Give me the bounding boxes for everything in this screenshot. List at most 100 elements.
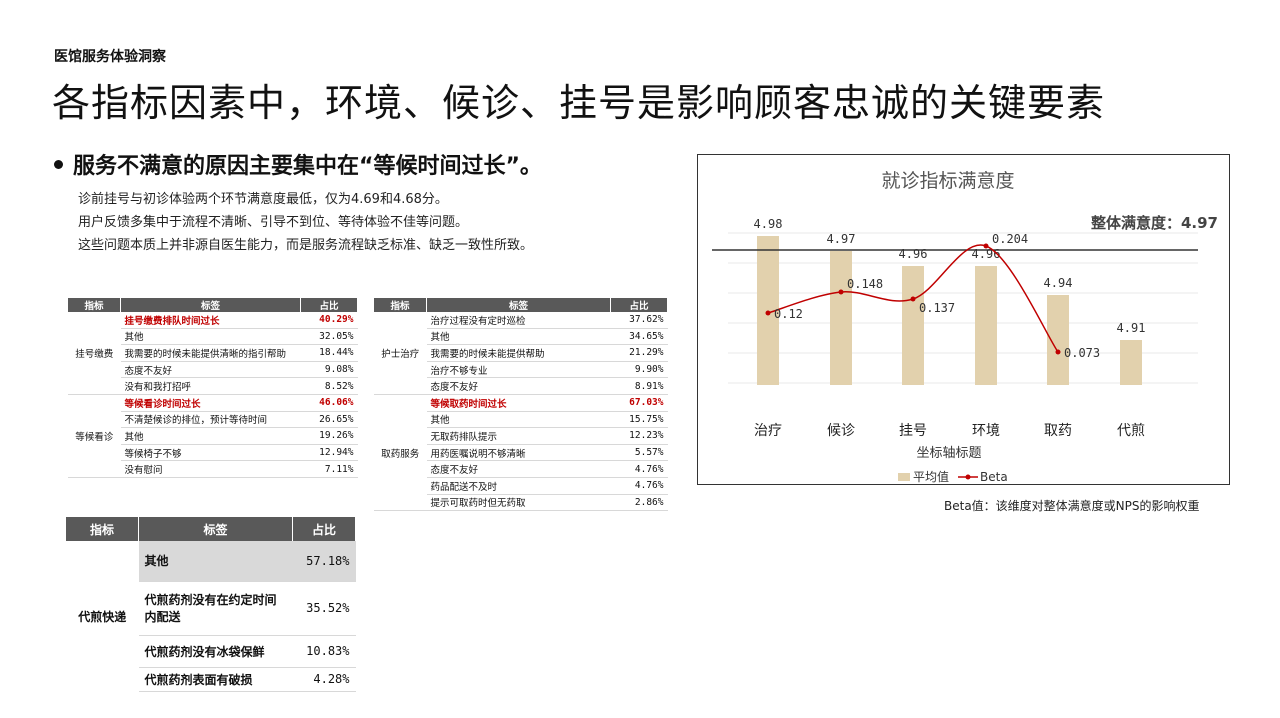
table-row: 其他 34.65%: [374, 328, 668, 346]
table-row: 没有慰问 7.11%: [68, 460, 358, 478]
indicator-cell: 护士治疗: [374, 312, 427, 395]
table-row: 无取药排队提示 12.23%: [374, 427, 668, 445]
label-cell: 态度不友好: [426, 377, 611, 395]
bullet-dot-icon: [54, 159, 63, 169]
beta-point: [910, 296, 916, 302]
table-row: 药品配送不及时 4.76%: [374, 477, 668, 495]
table-row: 其他 19.26%: [68, 427, 358, 445]
label-cell: 治疗过程没有定时巡检: [426, 312, 611, 329]
label-cell: 其他: [120, 328, 301, 346]
label-cell: 提示可取药时但无药取: [426, 494, 611, 512]
category-tick-label: 环境: [972, 423, 1000, 439]
share-cell: 4.76%: [610, 460, 668, 478]
table-header-row: 指标 标签 占比: [374, 298, 668, 312]
table-header-row: 指标 标签 占比: [66, 517, 356, 541]
dissatisfaction-table-1: 指标 标签 占比挂号缴费 挂号缴费排队时间过长 40.29% 其他 32.05% 我需要的时候…: [68, 298, 358, 478]
table-row: 不清楚候诊的排位，预计等待时间 26.65%: [68, 411, 358, 429]
label-cell: 药品配送不及时: [426, 477, 611, 495]
label-cell: 治疗不够专业: [426, 361, 611, 379]
label-cell: 等候椅子不够: [120, 444, 301, 462]
share-cell: 4.76%: [610, 477, 668, 495]
beta-value-label: 0.073: [1064, 346, 1100, 360]
bar-value-label: 4.94: [1044, 276, 1073, 290]
indicator-cell: 取药服务: [374, 394, 427, 512]
label-cell: 其他: [426, 411, 611, 429]
table-row: 态度不友好 9.08%: [68, 361, 358, 379]
category-tick-label: 代煎: [1117, 423, 1145, 439]
label-cell: 其他: [138, 541, 293, 582]
header-label: 标签: [138, 517, 293, 541]
share-cell: 7.11%: [300, 460, 358, 478]
share-cell: 12.94%: [300, 444, 358, 462]
table-row: 其他 15.75%: [374, 411, 668, 429]
table-row: 用药医嘱说明不够清晰 5.57%: [374, 444, 668, 462]
table-row: 没有和我打招呼 8.52%: [68, 377, 358, 395]
section-kicker: 医馆服务体验洞察: [54, 49, 166, 65]
bar-value-label: 4.98: [754, 217, 783, 231]
label-cell: 等候看诊时间过长: [120, 394, 301, 412]
label-cell: 态度不友好: [426, 460, 611, 478]
category-tick-label: 挂号: [899, 423, 927, 439]
indicator-cell: 等候看诊: [68, 394, 121, 478]
table-row: 我需要的时候未能提供清晰的指引帮助 18.44%: [68, 344, 358, 362]
indicator-cell: 挂号缴费: [68, 312, 121, 395]
share-cell: 19.26%: [300, 427, 358, 445]
label-cell: 我需要的时候未能提供清晰的指引帮助: [120, 344, 301, 362]
description-block: 诊前挂号与初诊体验两个环节满意度最低，仅为4.69和4.68分。 用户反馈多集中…: [78, 188, 533, 257]
legend-label-bar: 平均值: [913, 469, 949, 484]
dissatisfaction-table-3: 指标 标签 占比 代煎快递 其他 57.18% 代煎药剂没有在约定时间内配送 35.52% 代煎…: [66, 517, 356, 692]
beta-value-label: 0.148: [847, 277, 883, 291]
description-line: 用户反馈多集中于流程不清晰、引导不到位、等待体验不佳等问题。: [78, 215, 469, 230]
bullet-heading-text: 服务不满意的原因主要集中在“等候时间过长”。: [73, 154, 542, 179]
x-axis-title: 坐标轴标题: [916, 446, 981, 461]
share-cell: 40.29%: [300, 312, 358, 329]
share-cell: 12.23%: [610, 427, 668, 445]
share-cell: 4.28%: [292, 667, 356, 692]
chart-canvas: 4.98 治疗 4.97 候诊 4.96 挂号 4.96 环境 4.94 取药 4.91 代煎 整体满意…: [712, 170, 1218, 484]
header-indicator: 指标: [374, 298, 427, 312]
page-title: 各指标因素中，环境、候诊、挂号是影响顾客忠诚的关键要素: [52, 81, 1106, 125]
header-label: 标签: [120, 298, 301, 312]
share-cell: 57.18%: [292, 541, 356, 582]
share-cell: 9.08%: [300, 361, 358, 379]
share-cell: 26.65%: [300, 411, 358, 429]
header-share: 占比: [300, 298, 358, 312]
share-cell: 9.90%: [610, 361, 668, 379]
bullet-heading: 服务不满意的原因主要集中在“等候时间过长”。: [54, 148, 542, 180]
bar-value-label: 4.91: [1117, 321, 1146, 335]
beta-point: [838, 289, 844, 295]
label-cell: 不清楚候诊的排位，预计等待时间: [120, 411, 301, 429]
description-line: 诊前挂号与初诊体验两个环节满意度最低，仅为4.69和4.68分。: [78, 192, 448, 207]
share-cell: 5.57%: [610, 444, 668, 462]
table-row: 护士治疗 治疗过程没有定时巡检 37.62%: [374, 312, 668, 395]
label-cell: 代煎药剂表面有破损: [138, 667, 293, 692]
legend-swatch-bar: [898, 473, 910, 481]
bar: [975, 266, 997, 385]
beta-value-label: 0.137: [919, 301, 955, 315]
bar-value-label: 4.96: [972, 247, 1001, 261]
category-tick-label: 取药: [1044, 423, 1072, 439]
beta-value-label: 0.204: [992, 232, 1028, 246]
table-row: 代煎药剂表面有破损 4.28%: [66, 667, 356, 692]
label-cell: 没有和我打招呼: [120, 377, 301, 395]
share-cell: 37.62%: [610, 312, 668, 329]
label-cell: 其他: [120, 427, 301, 445]
category-tick-label: 治疗: [754, 423, 782, 439]
header-share: 占比: [292, 517, 356, 541]
label-cell: 态度不友好: [120, 361, 301, 379]
header-indicator: 指标: [68, 298, 121, 312]
share-cell: 67.03%: [610, 394, 668, 412]
legend-label-line: Beta: [980, 470, 1008, 484]
beta-point: [983, 243, 989, 249]
beta-series-line: [767, 244, 1059, 353]
category-tick-label: 候诊: [827, 423, 855, 439]
table-row: 取药服务 等候取药时间过长 67.03%: [374, 394, 668, 512]
label-cell: 等候取药时间过长: [426, 394, 611, 412]
satisfaction-chart: 4.98 治疗 4.97 候诊 4.96 挂号 4.96 环境 4.94 取药 4.91 代煎 整体满意…: [697, 154, 1230, 485]
description-line: 这些问题本质上并非源自医生能力，而是服务流程缺乏标准、缺乏一致性所致。: [78, 238, 534, 253]
table-row: 代煎快递 其他 57.18%: [66, 541, 356, 624]
table-row: 等候看诊 等候看诊时间过长 46.06%: [68, 394, 358, 478]
table-row: 其他 32.05%: [68, 328, 358, 346]
table-row: 代煎药剂没有冰袋保鲜 10.83%: [66, 635, 356, 668]
label-cell: 挂号缴费排队时间过长: [120, 312, 301, 329]
